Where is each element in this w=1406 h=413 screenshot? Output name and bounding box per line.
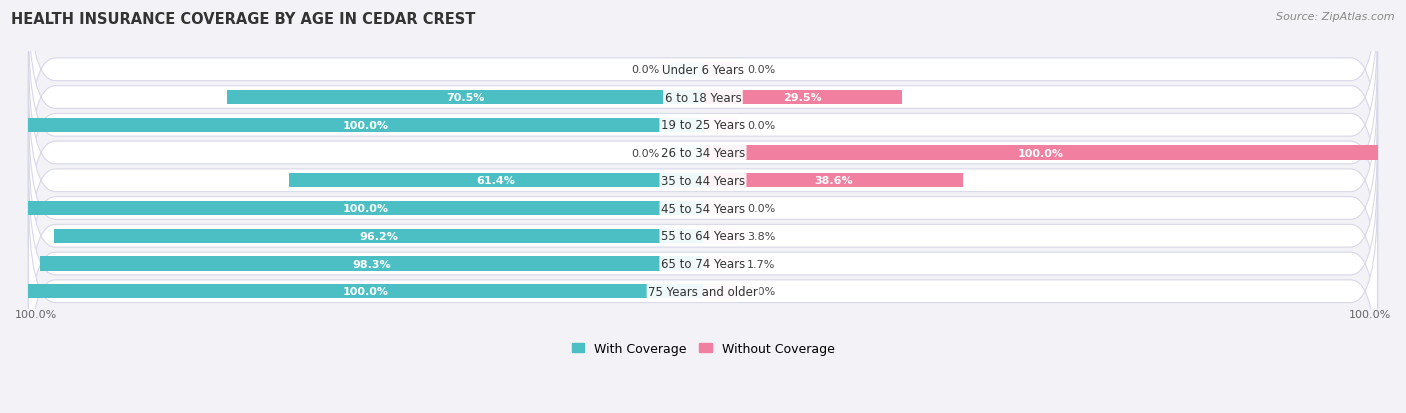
Text: 45 to 54 Years: 45 to 54 Years (661, 202, 745, 215)
Bar (28, 284, 703, 299)
Bar (28, 118, 703, 133)
Text: 98.3%: 98.3% (352, 259, 391, 269)
Bar (669, 63, 703, 77)
Text: Under 6 Years: Under 6 Years (662, 64, 744, 76)
FancyBboxPatch shape (28, 164, 1378, 363)
Bar (39, 256, 703, 271)
FancyBboxPatch shape (28, 137, 1378, 335)
Text: 100.0%: 100.0% (1348, 309, 1391, 320)
Text: 35 to 44 Years: 35 to 44 Years (661, 174, 745, 188)
Text: 100.0%: 100.0% (343, 287, 388, 297)
Legend: With Coverage, Without Coverage: With Coverage, Without Coverage (567, 337, 839, 360)
Text: 0.0%: 0.0% (747, 204, 775, 214)
Text: 0.0%: 0.0% (747, 287, 775, 297)
Text: 100.0%: 100.0% (15, 309, 58, 320)
Text: 1.7%: 1.7% (747, 259, 775, 269)
Bar (703, 229, 737, 243)
Text: 65 to 74 Years: 65 to 74 Years (661, 257, 745, 271)
Bar (703, 118, 737, 133)
Text: 0.0%: 0.0% (747, 121, 775, 131)
Text: 96.2%: 96.2% (359, 231, 398, 241)
FancyBboxPatch shape (28, 81, 1378, 280)
FancyBboxPatch shape (28, 54, 1378, 252)
FancyBboxPatch shape (28, 0, 1378, 169)
Text: 19 to 25 Years: 19 to 25 Years (661, 119, 745, 132)
FancyBboxPatch shape (28, 109, 1378, 308)
Bar (28, 201, 703, 216)
Text: 6 to 18 Years: 6 to 18 Years (665, 91, 741, 104)
FancyBboxPatch shape (28, 192, 1378, 391)
Bar (703, 284, 737, 299)
Text: 26 to 34 Years: 26 to 34 Years (661, 147, 745, 160)
Text: 0.0%: 0.0% (631, 65, 659, 75)
FancyBboxPatch shape (28, 0, 1378, 197)
Bar (703, 256, 737, 271)
Text: 3.8%: 3.8% (747, 231, 775, 241)
Text: HEALTH INSURANCE COVERAGE BY AGE IN CEDAR CREST: HEALTH INSURANCE COVERAGE BY AGE IN CEDA… (11, 12, 475, 27)
Text: 100.0%: 100.0% (343, 204, 388, 214)
Text: 100.0%: 100.0% (1018, 148, 1063, 158)
Bar (703, 146, 1378, 160)
Text: 38.6%: 38.6% (814, 176, 852, 186)
Text: Source: ZipAtlas.com: Source: ZipAtlas.com (1277, 12, 1395, 22)
Bar (703, 90, 903, 105)
Text: 70.5%: 70.5% (446, 93, 485, 103)
Bar (53, 229, 703, 243)
Text: 0.0%: 0.0% (747, 65, 775, 75)
Bar (703, 173, 963, 188)
Text: 55 to 64 Years: 55 to 64 Years (661, 230, 745, 243)
Text: 0.0%: 0.0% (631, 148, 659, 158)
Text: 100.0%: 100.0% (343, 121, 388, 131)
Bar (703, 201, 737, 216)
Text: 61.4%: 61.4% (477, 176, 516, 186)
Bar (228, 90, 703, 105)
FancyBboxPatch shape (28, 26, 1378, 225)
Bar (703, 63, 737, 77)
Bar (288, 173, 703, 188)
Bar (669, 146, 703, 160)
Text: 29.5%: 29.5% (783, 93, 821, 103)
Text: 75 Years and older: 75 Years and older (648, 285, 758, 298)
